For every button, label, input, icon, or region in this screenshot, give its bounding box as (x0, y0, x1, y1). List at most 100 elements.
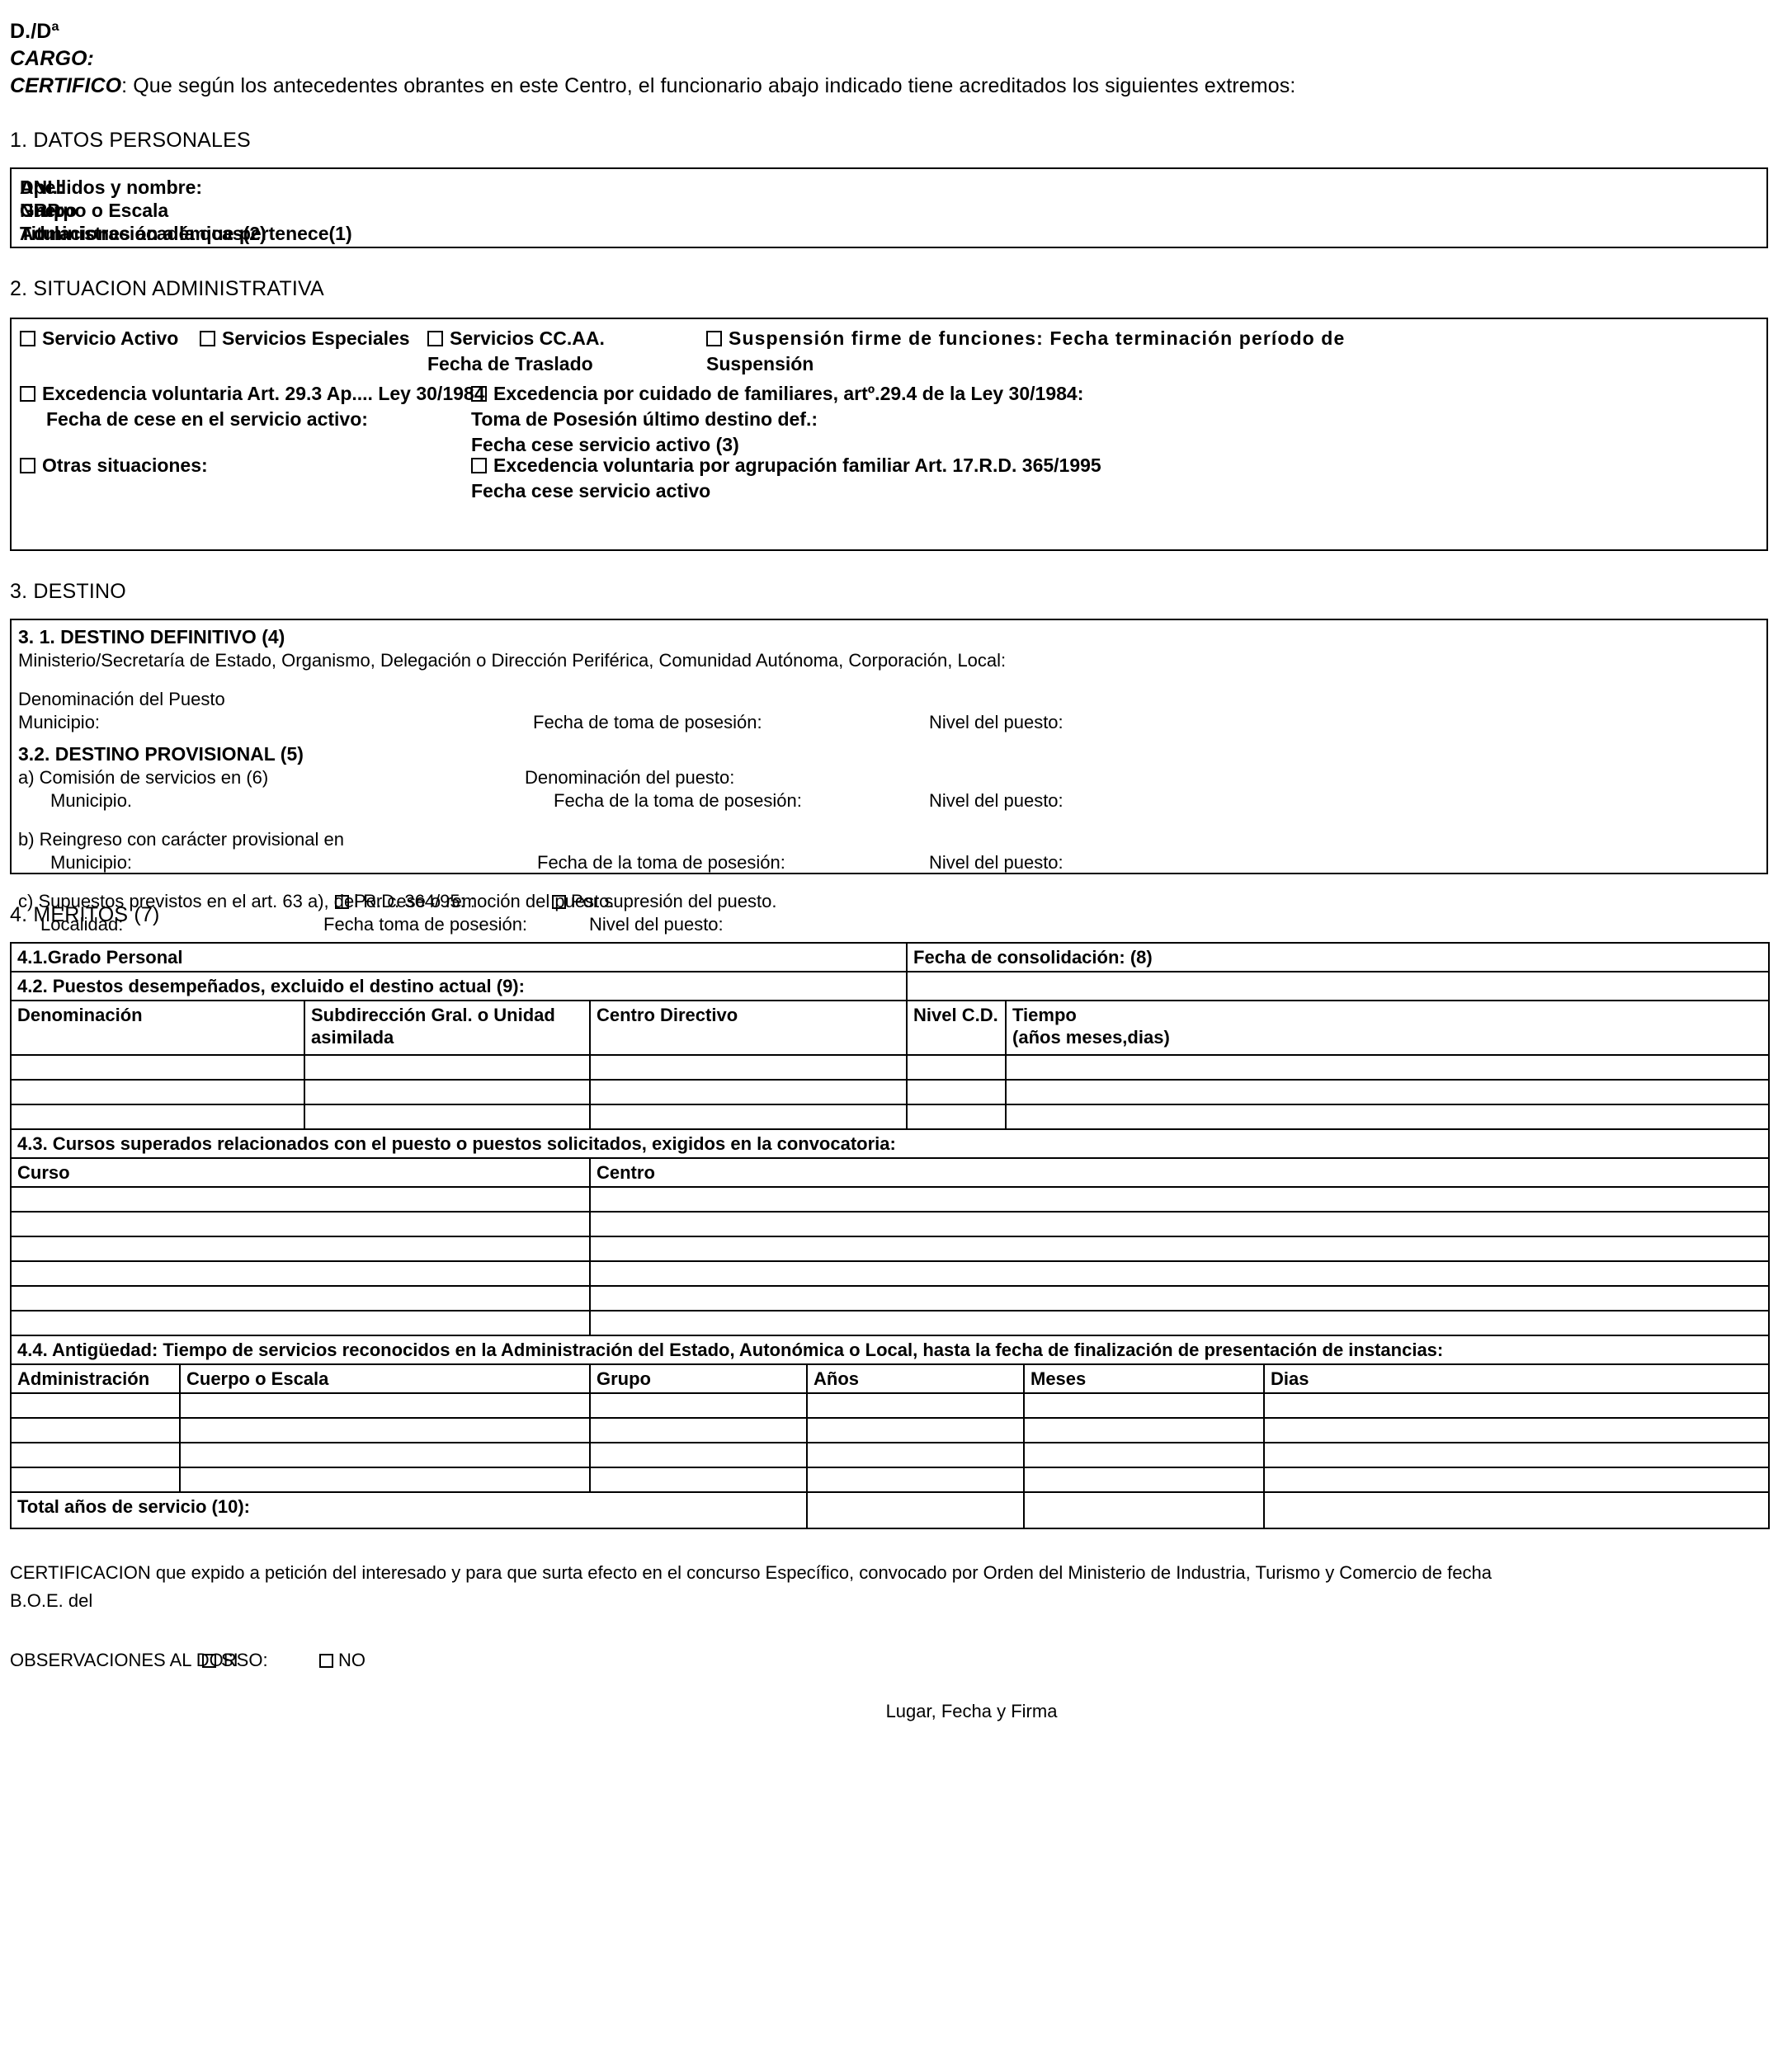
cell-empty[interactable] (589, 1211, 1770, 1237)
cell-antiguedad-titulo: 4.4. Antigüedad: Tiempo de servicios rec… (9, 1335, 1771, 1365)
cell-empty[interactable] (179, 1392, 591, 1419)
option-servicios-especiales[interactable]: Servicios Especiales (200, 326, 410, 351)
cell-empty[interactable] (179, 1467, 591, 1493)
table-row[interactable] (10, 1392, 1771, 1419)
cell-empty[interactable] (1262, 1467, 1771, 1493)
cell-empty[interactable] (304, 1079, 591, 1105)
cell-empty[interactable] (806, 1442, 1025, 1468)
cell-empty[interactable] (906, 1104, 1007, 1130)
table-row[interactable] (10, 1186, 1770, 1213)
label-supuestos-previstos: c) Supuestos previstos en el art. 63 a),… (18, 891, 475, 911)
cell-empty[interactable] (589, 1392, 808, 1419)
checkbox-suspension-firme-icon[interactable] (706, 331, 722, 346)
cell-empty[interactable] (906, 1079, 1007, 1105)
cell-empty[interactable] (10, 1054, 305, 1081)
table-row[interactable] (10, 1417, 1771, 1443)
cell-empty[interactable] (1005, 1079, 1771, 1105)
cell-empty[interactable] (10, 1417, 181, 1443)
cell-total-meses[interactable] (1023, 1491, 1265, 1529)
checkbox-si-icon[interactable] (202, 1654, 216, 1668)
option-supresion-puesto[interactable]: Por supresión del puesto. (552, 890, 777, 913)
cell-empty[interactable] (589, 1442, 808, 1468)
cell-empty[interactable] (589, 1467, 808, 1493)
cell-empty[interactable] (589, 1236, 1770, 1262)
option-agrupacion-familiar[interactable]: Excedencia voluntaria por agrupación fam… (471, 453, 1101, 478)
option-observaciones-no[interactable]: NO (319, 1648, 366, 1673)
option-excedencia-cuidado[interactable]: Excedencia por cuidado de familiares, ar… (471, 381, 1083, 407)
cell-empty[interactable] (10, 1285, 591, 1311)
checkbox-supresion-puesto-icon[interactable] (552, 895, 566, 909)
cell-empty[interactable] (589, 1285, 1770, 1311)
table-row[interactable] (10, 1467, 1771, 1493)
cell-empty[interactable] (1023, 1392, 1265, 1419)
table-row[interactable] (10, 1079, 1771, 1105)
option-otras-situaciones[interactable]: Otras situaciones: (20, 453, 208, 478)
cell-empty[interactable] (1262, 1392, 1771, 1419)
label-agrupacion-familiar: Excedencia voluntaria por agrupación fam… (493, 454, 1101, 476)
cell-empty[interactable] (589, 1310, 1770, 1336)
option-observaciones-si[interactable]: SI (202, 1648, 238, 1673)
table-row[interactable] (10, 1211, 1770, 1237)
cell-empty[interactable] (304, 1054, 591, 1081)
cell-empty[interactable] (588, 1104, 908, 1130)
cell-empty[interactable] (10, 1186, 591, 1213)
option-cese-remocion[interactable]: Por cese o remoción del puesto. (335, 890, 615, 913)
cell-empty[interactable] (1005, 1104, 1771, 1130)
checkbox-cese-remocion-icon[interactable] (335, 895, 349, 909)
cell-empty[interactable] (1262, 1417, 1771, 1443)
cell-empty[interactable] (1023, 1442, 1265, 1468)
cell-empty[interactable] (10, 1467, 181, 1493)
cell-empty[interactable] (304, 1104, 591, 1130)
cell-total-anos[interactable] (806, 1491, 1025, 1529)
table-row[interactable] (10, 1104, 1771, 1130)
table-row[interactable] (10, 1054, 1771, 1081)
cell-empty[interactable] (806, 1417, 1025, 1443)
cell-empty[interactable] (10, 1310, 591, 1336)
cell-empty[interactable] (10, 1392, 181, 1419)
cell-empty[interactable] (806, 1392, 1025, 1419)
checkbox-no-icon[interactable] (319, 1654, 333, 1668)
cell-empty[interactable] (1023, 1417, 1265, 1443)
cell-empty[interactable] (10, 1260, 591, 1287)
cell-empty[interactable] (806, 1467, 1025, 1493)
table-row[interactable] (10, 1236, 1770, 1262)
table-row[interactable] (10, 1310, 1770, 1336)
cell-empty[interactable] (588, 1079, 908, 1105)
table-row[interactable] (10, 1285, 1770, 1311)
option-servicio-activo[interactable]: Servicio Activo (20, 326, 178, 351)
cell-empty[interactable] (10, 1442, 181, 1468)
cell-total-dias[interactable] (1262, 1491, 1771, 1529)
cell-empty[interactable] (10, 1211, 591, 1237)
cell-empty[interactable] (588, 1054, 908, 1081)
label-nivel-puesto-comision: Nivel del puesto: (929, 790, 1063, 811)
table-grado-y-puestos: 4.1.Grado Personal Fecha de consolidació… (9, 942, 1771, 1130)
header-block: D./Dª CARGO: CERTIFICO: Que según los an… (10, 18, 1768, 100)
table-row[interactable] (10, 1260, 1770, 1287)
cell-empty[interactable] (179, 1417, 591, 1443)
cell-empty[interactable] (10, 1236, 591, 1262)
label-servicio-activo: Servicio Activo (42, 327, 179, 349)
cell-empty[interactable] (179, 1442, 591, 1468)
cell-empty[interactable] (589, 1186, 1770, 1213)
checkbox-servicios-especiales-icon[interactable] (200, 331, 215, 346)
cell-empty[interactable] (906, 1054, 1007, 1081)
cell-empty[interactable] (1262, 1442, 1771, 1468)
option-excedencia-voluntaria[interactable]: Excedencia voluntaria Art. 29.3 Ap.... L… (20, 381, 485, 407)
option-suspension-firme[interactable]: Suspensión firme de funciones: Fecha ter… (706, 326, 1758, 351)
cell-empty[interactable] (10, 1104, 305, 1130)
checkbox-otras-situaciones-icon[interactable] (20, 458, 35, 473)
checkbox-servicios-ccaa-icon[interactable] (427, 331, 443, 346)
label-no: NO (338, 1650, 366, 1670)
checkbox-agrupacion-familiar-icon[interactable] (471, 458, 487, 473)
checkbox-servicio-activo-icon[interactable] (20, 331, 35, 346)
checkbox-excedencia-voluntaria-icon[interactable] (20, 386, 35, 402)
cell-empty[interactable] (589, 1417, 808, 1443)
checkbox-excedencia-cuidado-icon[interactable] (471, 386, 487, 402)
label-servicios-ccaa: Servicios CC.AA. (450, 327, 605, 349)
cell-empty[interactable] (1023, 1467, 1265, 1493)
cell-empty[interactable] (1005, 1054, 1771, 1081)
table-row[interactable] (10, 1442, 1771, 1468)
option-servicios-ccaa[interactable]: Servicios CC.AA. (427, 326, 605, 351)
cell-empty[interactable] (10, 1079, 305, 1105)
cell-empty[interactable] (589, 1260, 1770, 1287)
